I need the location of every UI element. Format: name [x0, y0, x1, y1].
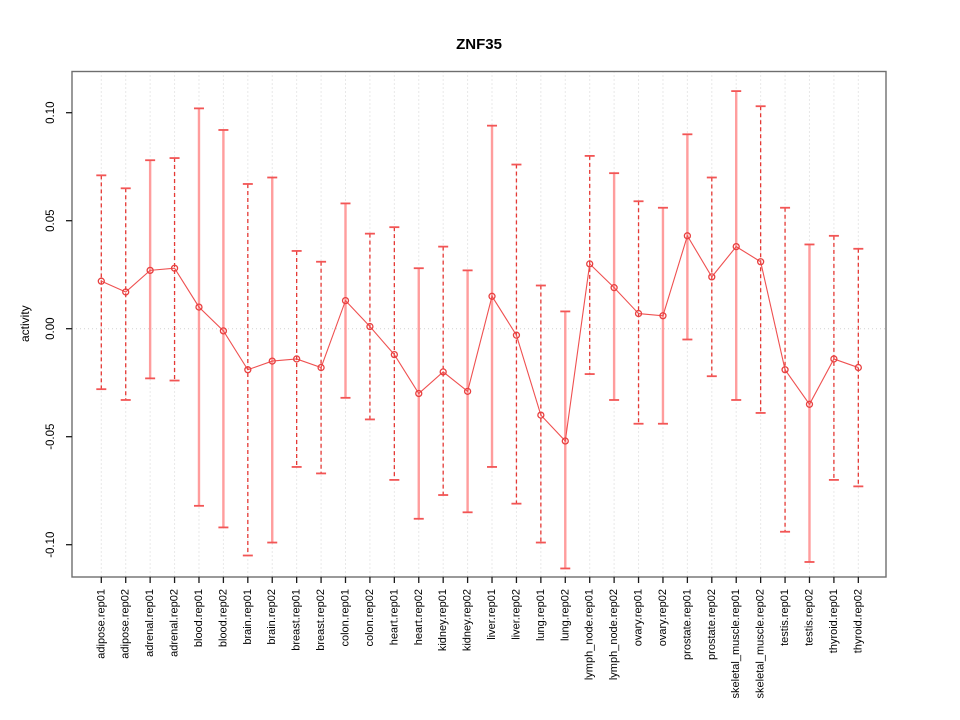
x-tick-label: ovary.rep01: [633, 589, 645, 646]
data-point: [537, 411, 545, 419]
y-tick-label: -0.10: [45, 532, 57, 558]
data-point: [122, 288, 130, 296]
data-point: [732, 242, 740, 251]
y-tick-label: 0.10: [45, 102, 57, 124]
data-point: [512, 331, 521, 339]
data-point: [341, 296, 350, 305]
x-tick-label: heart.rep01: [388, 589, 400, 645]
x-tick-label: ovary.rep02: [657, 589, 669, 646]
data-point: [463, 387, 472, 395]
data-point: [586, 260, 594, 268]
data-point: [366, 322, 374, 331]
data-point: [756, 258, 765, 266]
x-tick-label: lymph_node.rep02: [608, 589, 620, 680]
data-point: [634, 309, 643, 318]
x-tick-label: adrenal.rep01: [144, 589, 156, 657]
data-point: [659, 312, 667, 320]
x-tick-label: lymph_node.rep01: [584, 589, 596, 680]
x-tick-label: brain.rep01: [242, 589, 254, 645]
x-tick-label: breast.rep01: [291, 589, 303, 651]
x-tick-label: testis.rep02: [803, 589, 815, 646]
x-tick-label: adipose.rep01: [95, 589, 107, 659]
y-tick-label: 0.05: [45, 210, 57, 232]
data-point: [244, 366, 252, 374]
data-point: [97, 277, 105, 285]
x-tick-label: colon.rep02: [364, 589, 376, 647]
x-tick-label: adrenal.rep02: [169, 589, 181, 657]
data-point: [683, 232, 692, 240]
y-tick-label: 0.00: [45, 318, 57, 340]
chart-title: ZNF35: [456, 36, 502, 53]
x-tick-label: lung.rep01: [535, 589, 547, 641]
data-point: [268, 357, 276, 365]
x-tick-label: skeletal_muscle.rep01: [730, 589, 742, 698]
data-point: [488, 292, 496, 300]
data-point: [561, 437, 569, 445]
x-tick-label: blood.rep01: [193, 589, 205, 647]
data-point: [830, 355, 838, 363]
x-tick-label: kidney.rep02: [462, 589, 474, 651]
x-tick-label: blood.rep02: [217, 589, 229, 647]
data-point: [219, 327, 228, 335]
x-tick-label: liver.rep02: [510, 589, 522, 640]
data-point: [708, 273, 716, 281]
x-tick-label: liver.rep01: [486, 589, 498, 640]
y-tick-label: -0.05: [45, 424, 57, 450]
x-tick-label: lung.rep02: [559, 589, 571, 641]
plot-border: [71, 70, 887, 578]
data-point: [439, 368, 447, 376]
data-point: [610, 284, 618, 292]
data-point: [317, 363, 325, 372]
data-point: [293, 355, 301, 363]
data-point: [415, 389, 423, 398]
x-tick-label: colon.rep01: [340, 589, 352, 647]
x-tick-label: thyroid.rep01: [828, 589, 840, 653]
data-point: [805, 400, 814, 408]
data-point: [781, 366, 789, 374]
x-tick-label: prostate.rep01: [681, 589, 693, 660]
x-tick-label: brain.rep02: [266, 589, 278, 645]
x-tick-label: prostate.rep02: [706, 589, 718, 660]
series-line: [101, 234, 859, 443]
x-tick-label: breast.rep02: [315, 589, 327, 651]
x-tick-label: thyroid.rep02: [852, 589, 864, 653]
data-point: [854, 363, 862, 372]
x-tick-label: heart.rep02: [413, 589, 425, 645]
x-tick-label: testis.rep01: [779, 589, 791, 646]
data-point: [146, 266, 154, 275]
data-point: [390, 350, 398, 359]
data-point: [170, 264, 179, 272]
x-tick-label: kidney.rep01: [437, 589, 449, 651]
x-tick-label: skeletal_muscle.rep02: [755, 589, 767, 698]
data-point: [195, 303, 203, 311]
x-tick-label: adipose.rep02: [120, 589, 132, 659]
